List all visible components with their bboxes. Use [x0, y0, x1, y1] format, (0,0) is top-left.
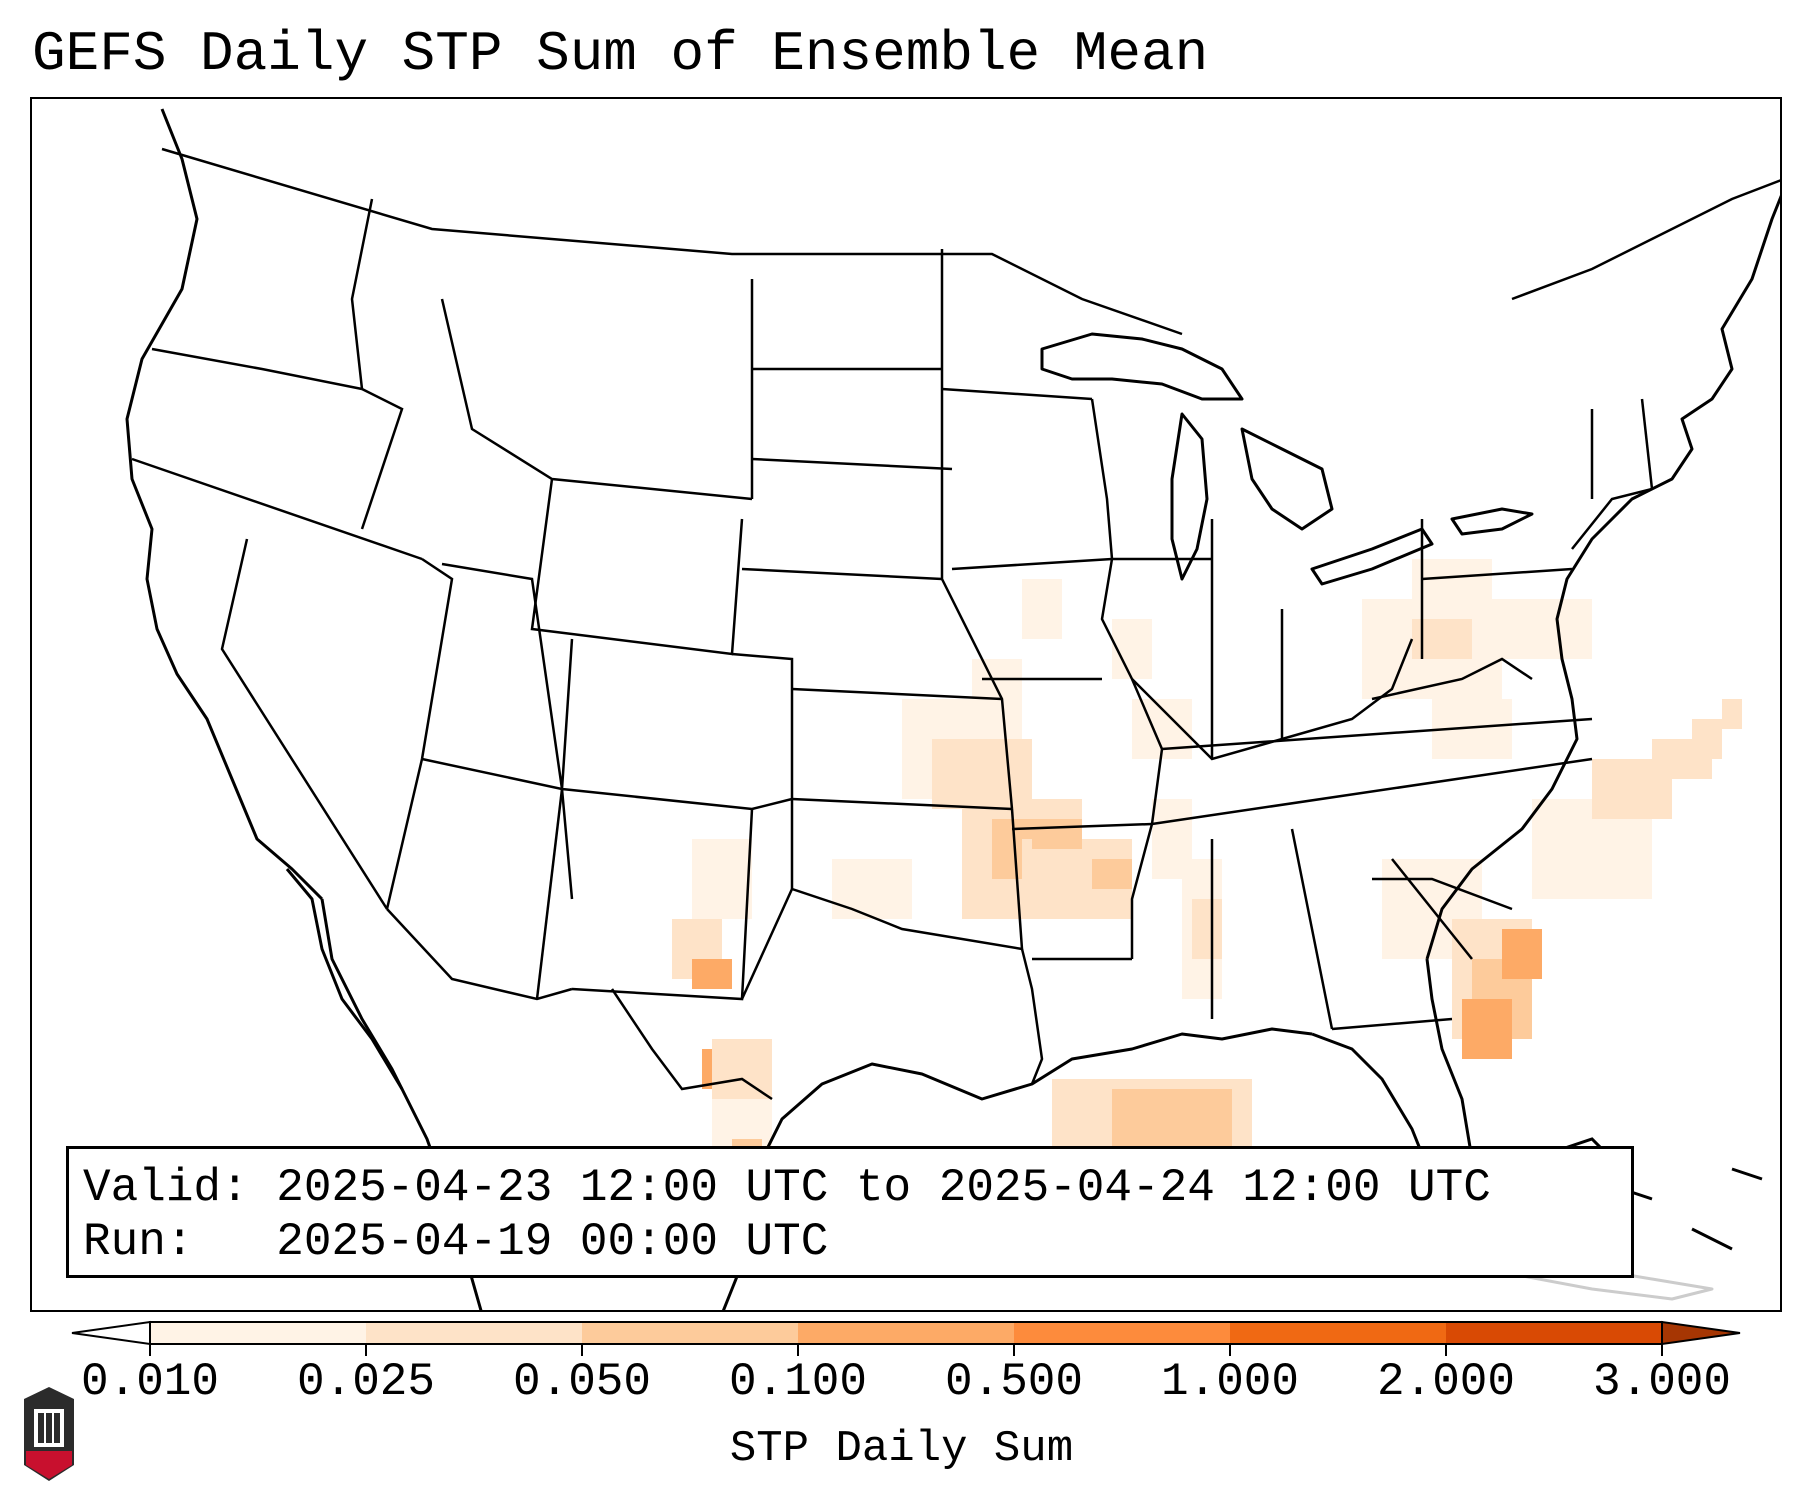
colorbar-segment	[582, 1322, 799, 1344]
colorbar-segment	[1014, 1322, 1231, 1344]
stp-field-cell	[1462, 999, 1512, 1059]
stp-field-cell	[1722, 699, 1742, 729]
valid-row: Valid: 2025-04-23 12:00 UTC to 2025-04-2…	[83, 1161, 1631, 1215]
run-row: Run: 2025-04-19 00:00 UTC	[83, 1215, 1631, 1269]
colorbar-extend-high	[1661, 1320, 1741, 1346]
valid-value: 2025-04-23 12:00 UTC to 2025-04-24 12:00…	[276, 1162, 1491, 1214]
lake-superior	[1040, 332, 1244, 401]
colorbar-tick-label: 0.500	[944, 1356, 1084, 1408]
chart-title: GEFS Daily STP Sum of Ensemble Mean	[32, 22, 1209, 86]
run-value: 2025-04-19 00:00 UTC	[276, 1216, 829, 1268]
colorbar-extend-low	[71, 1320, 151, 1346]
stp-field-cell	[1022, 579, 1062, 639]
colorbar-segment	[798, 1322, 1015, 1344]
colorbar-segment	[150, 1322, 367, 1344]
valid-run-info-box: Valid: 2025-04-23 12:00 UTC to 2025-04-2…	[66, 1146, 1634, 1278]
colorbar	[71, 1320, 1741, 1356]
stp-field-cell	[1472, 599, 1592, 659]
niu-logo	[24, 1387, 74, 1481]
colorbar-outline	[149, 1321, 1663, 1345]
colorbar-tick-label: 0.100	[728, 1356, 868, 1408]
stp-field-cell	[832, 859, 912, 919]
colorbar-tick-label: 0.010	[80, 1356, 220, 1408]
stp-field-cell	[1032, 819, 1082, 849]
us-map	[125, 108, 1780, 1310]
us-canada-border	[161, 147, 1183, 336]
state-boundaries	[131, 147, 1780, 1101]
valid-label: Valid:	[83, 1162, 249, 1214]
map-panel	[30, 97, 1782, 1312]
colorbar-segment	[366, 1322, 583, 1344]
pacific-coastline	[125, 108, 324, 901]
colorbar-tick-label: 0.025	[296, 1356, 436, 1408]
stp-field-cell	[1502, 929, 1542, 979]
colorbar-segment	[1230, 1322, 1447, 1344]
atlantic-coastline	[1425, 194, 1780, 960]
colorbar-label: STP Daily Sum	[729, 1424, 1074, 1474]
gulf-coastline	[765, 1027, 1313, 1190]
lake-michigan	[1170, 412, 1209, 581]
lake-ontario	[1450, 507, 1534, 536]
mexico-mainland-coast	[285, 868, 404, 1090]
stp-field-cell	[1692, 719, 1722, 759]
colorbar-tick-label: 0.050	[512, 1356, 652, 1408]
stp-field-cell	[932, 739, 1032, 809]
stp-field-shading	[672, 559, 1742, 1259]
stp-field-cell	[692, 959, 732, 989]
colorbar-tick-label: 3.000	[1592, 1356, 1732, 1408]
colorbar-tick-label: 2.000	[1376, 1356, 1516, 1408]
stp-field-cell	[1112, 619, 1152, 679]
lake-erie	[1310, 527, 1434, 586]
colorbar-tick-label: 1.000	[1160, 1356, 1300, 1408]
lake-huron	[1240, 427, 1334, 531]
stp-field-cell	[1092, 859, 1132, 889]
stp-field-cell	[1192, 899, 1222, 959]
stp-field-cell	[692, 839, 752, 919]
run-label: Run:	[83, 1216, 194, 1268]
colorbar-segment	[1446, 1322, 1663, 1344]
